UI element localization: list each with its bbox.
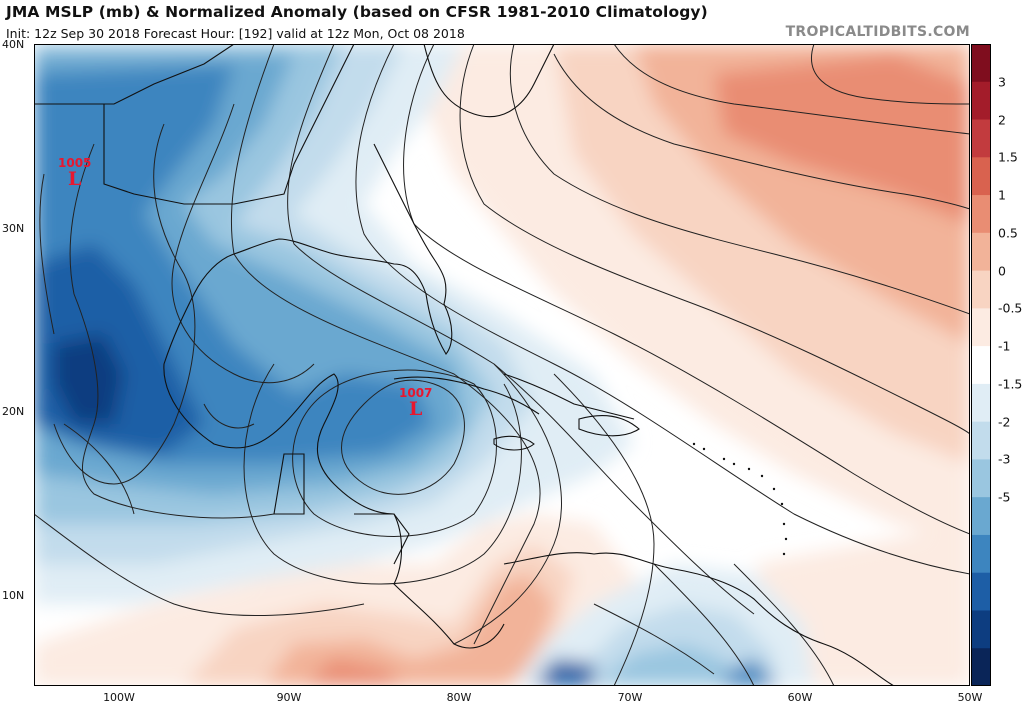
lat-label-10n: 10N bbox=[2, 589, 25, 602]
colorbar-swatch bbox=[971, 610, 991, 649]
colorbar-tick-label: -5 bbox=[998, 489, 1011, 505]
low-pressure-value: 1005 bbox=[58, 156, 92, 170]
colorbar-swatch bbox=[971, 421, 991, 460]
colorbar-swatch bbox=[971, 383, 991, 423]
lat-label-20n: 20N bbox=[2, 405, 25, 418]
colorbar-swatch bbox=[971, 195, 991, 234]
colorbar-tick-label: 0.5 bbox=[998, 225, 1018, 241]
colorbar-tick-label: 2 bbox=[998, 112, 1006, 128]
colorbar-tick-label: -2 bbox=[998, 414, 1011, 430]
coastlines bbox=[34, 44, 895, 686]
colorbar-tick-label: 0 bbox=[998, 263, 1006, 279]
caribbean-islands bbox=[692, 442, 788, 556]
colorbar-tick-label: 1 bbox=[998, 187, 1006, 203]
colorbar-swatch bbox=[971, 534, 991, 574]
map-subtitle: Init: 12z Sep 30 2018 Forecast Hour: [19… bbox=[6, 26, 465, 41]
isobar-lines bbox=[34, 44, 970, 686]
colorbar-swatch bbox=[971, 648, 991, 686]
colorbar-tick-label: -0.5 bbox=[998, 300, 1023, 316]
lon-label-100w: 100W bbox=[103, 691, 135, 704]
colorbar-swatch bbox=[971, 572, 991, 611]
low-symbol: L bbox=[409, 398, 423, 420]
low-pressure-value: 1007 bbox=[399, 386, 433, 400]
low-symbol: L bbox=[68, 168, 82, 190]
low-pressure-marker: 1007 L bbox=[399, 387, 432, 419]
anomaly-shading bbox=[34, 44, 970, 686]
low-pressure-marker: 1005 L bbox=[58, 157, 91, 189]
colorbar-swatch bbox=[971, 44, 991, 83]
colorbar-swatch bbox=[971, 308, 991, 347]
colorbar-swatch bbox=[971, 497, 991, 536]
colorbar-tick-label: 3 bbox=[998, 74, 1006, 90]
colorbar-tick-label: -3 bbox=[998, 451, 1011, 467]
lon-label-50w: 50W bbox=[957, 691, 983, 704]
colorbar-swatch bbox=[971, 459, 991, 498]
colorbar-swatch bbox=[971, 119, 991, 158]
colorbar-swatch bbox=[971, 232, 991, 272]
lon-label-70w: 70W bbox=[617, 691, 643, 704]
colorbar-swatch bbox=[971, 270, 991, 309]
map-title: JMA MSLP (mb) & Normalized Anomaly (base… bbox=[6, 3, 708, 21]
colorbar-frame bbox=[971, 44, 991, 686]
colorbar-tick-label: 1.5 bbox=[998, 149, 1018, 165]
colorbar-swatch bbox=[971, 346, 991, 385]
anomaly-map bbox=[34, 44, 970, 686]
site-brand: TROPICALTIDBITS.COM bbox=[785, 24, 970, 40]
lon-label-60w: 60W bbox=[787, 691, 813, 704]
colorbar-swatch bbox=[971, 157, 991, 196]
lon-label-80w: 80W bbox=[446, 691, 472, 704]
lon-label-90w: 90W bbox=[276, 691, 302, 704]
colorbar-tick-label: -1 bbox=[998, 338, 1011, 354]
colorbar-swatch bbox=[971, 81, 991, 121]
lat-label-40n: 40N bbox=[2, 38, 25, 51]
anomaly-colorbar bbox=[971, 44, 991, 686]
colorbar-tick-label: -1.5 bbox=[998, 376, 1023, 392]
lat-label-30n: 30N bbox=[2, 222, 25, 235]
